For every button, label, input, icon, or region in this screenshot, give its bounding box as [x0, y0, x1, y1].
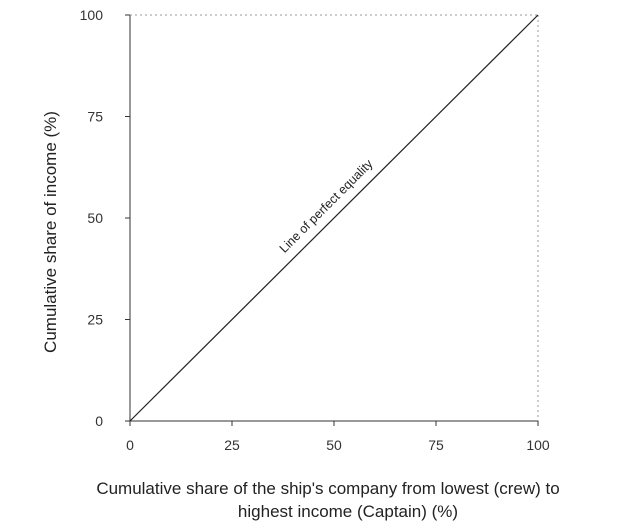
- y-tick-label-0: 0: [95, 413, 103, 429]
- series-line-0: [129, 14, 539, 422]
- x-axis-title-line-1: Cumulative share of the ship's company f…: [96, 479, 559, 498]
- x-axis-title-line-2: highest income (Captain) (%): [238, 502, 458, 521]
- y-ticks: 0 25 50 75 100: [80, 7, 130, 429]
- y-tick-label-3: 75: [87, 109, 103, 125]
- series-group: [129, 14, 539, 422]
- x-tick-label-0: 0: [126, 437, 134, 453]
- y-tick-label-2: 50: [87, 210, 103, 226]
- y-tick-label-4: 100: [80, 7, 104, 23]
- reference-box: [130, 14, 539, 421]
- x-tick-label-3: 75: [428, 437, 444, 453]
- x-tick-label-1: 25: [224, 437, 240, 453]
- x-ticks: 0 25 50 75 100: [126, 421, 550, 453]
- annotation-line-of-perfect-equality: Line of perfect equality: [277, 156, 376, 255]
- y-tick-label-1: 25: [87, 312, 103, 328]
- x-tick-label-2: 50: [326, 437, 342, 453]
- y-axis-title: Cumulative share of income (%): [41, 111, 60, 353]
- x-tick-label-4: 100: [526, 437, 550, 453]
